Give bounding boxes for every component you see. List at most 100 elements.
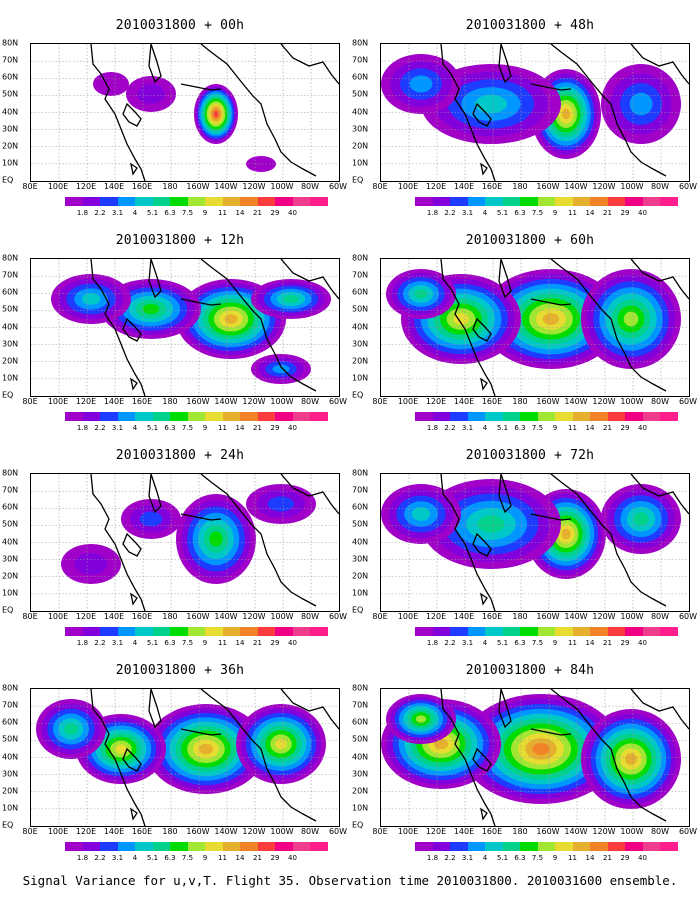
latitude-tick-label: 60N (2, 502, 19, 512)
coastline (440, 44, 496, 181)
colorbar-tick-label: 21 (253, 424, 262, 432)
colorbar-swatch (100, 412, 118, 421)
colorbar-tick-label: 11 (568, 639, 577, 647)
longitude-tick-label: 120E (75, 182, 97, 191)
colorbar-swatch (82, 627, 100, 636)
latitude-tick-label: 10N (352, 803, 369, 813)
colorbar-swatch (590, 627, 608, 636)
colorbar-tick-label: 5.1 (146, 424, 159, 432)
colorbar-tick-label: 3.1 (111, 424, 124, 432)
longitude-tick-label: 120E (425, 397, 447, 406)
colorbar-swatch (572, 412, 590, 421)
contour-fill (213, 111, 219, 117)
coastline (200, 689, 317, 822)
colorbar-tick-label: 3.1 (461, 209, 474, 217)
colorbar-tick-label: 2.2 (94, 209, 106, 217)
colorbar-swatch (572, 842, 590, 851)
longitude-tick-label: 80W (300, 397, 320, 406)
longitude-tick-label: 80E (22, 827, 38, 836)
longitude-tick-label: 160E (481, 827, 503, 836)
contour-map (30, 258, 340, 397)
colorbar-tick-label: 6.3 (514, 424, 526, 432)
colorbar-swatch (625, 842, 643, 851)
longitude-tick-label: 140W (214, 182, 238, 191)
colorbar-swatch (152, 197, 170, 206)
colorbar-swatch (135, 627, 153, 636)
coastline (480, 162, 488, 176)
latitude-tick-label: 60N (2, 717, 19, 727)
contour-fill (246, 156, 276, 172)
latitude-tick-label: 50N (352, 519, 369, 529)
colorbar-swatch (502, 412, 520, 421)
coastline (130, 377, 138, 391)
colorbar-swatch (187, 842, 205, 851)
longitude-tick-label: 120E (75, 827, 97, 836)
coastline (180, 83, 222, 91)
colorbar-swatch (222, 412, 240, 421)
contour-fill (64, 723, 78, 735)
map-canvas (31, 689, 339, 826)
longitude-tick-label: 80E (372, 827, 388, 836)
coastline (530, 728, 572, 736)
longitude-tick-label: 180 (162, 182, 178, 191)
colorbar-swatch (502, 197, 520, 206)
colorbar-tick-label: 40 (288, 639, 297, 647)
contour-fill (414, 289, 428, 299)
longitude-tick-label: 140W (214, 397, 238, 406)
longitude-tick-label: 100E (47, 397, 69, 406)
colorbar-swatch (275, 842, 293, 851)
colorbar-swatch (660, 627, 678, 636)
colorbar-tick-label: 6.3 (164, 424, 176, 432)
longitude-tick-label: 140E (103, 397, 125, 406)
longitude-tick-label: 160W (536, 182, 560, 191)
colorbar-swatch (502, 842, 520, 851)
longitude-tick-label: 160E (131, 827, 153, 836)
colorbar-swatch (240, 842, 258, 851)
coastline (130, 807, 138, 821)
colorbar-tick-label: 14 (585, 639, 595, 647)
colorbar-swatch (607, 412, 625, 421)
colorbar (65, 842, 328, 851)
longitude-tick-label: 100E (397, 612, 419, 621)
colorbar-tick-label: 29 (270, 424, 280, 432)
colorbar (65, 197, 328, 206)
colorbar-swatch (205, 842, 223, 851)
latitude-tick-label: 70N (2, 270, 19, 280)
colorbar-swatch (222, 842, 240, 851)
coastline (122, 747, 142, 772)
contour-map (380, 473, 690, 612)
colorbar-swatch (152, 842, 170, 851)
colorbar-tick-label: 7.5 (181, 209, 194, 217)
longitude-tick-label: 100W (620, 182, 644, 191)
forecast-panel: 2010031800 + 36h 80N 70N 60N 50N 40N 30N 20N 10N… (2, 655, 350, 865)
coastline (200, 44, 317, 177)
coastline (630, 474, 689, 515)
contour-fill (474, 94, 508, 114)
colorbar-swatch (187, 627, 205, 636)
longitude-tick-label: 100E (397, 182, 419, 191)
coastline (122, 317, 142, 342)
latitude-tick-label: 80N (352, 468, 369, 478)
forecast-panel: 2010031800 + 24h 80N 70N 60N 50N 40N 30N 20N 10N… (2, 440, 350, 650)
colorbar-swatch (117, 412, 135, 421)
colorbar-swatch (135, 842, 153, 851)
coastline (498, 689, 512, 729)
colorbar-swatch (555, 842, 573, 851)
longitude-tick-label: 160W (186, 612, 210, 621)
latitude-tick-label: 60N (352, 717, 369, 727)
colorbar-tick-label: 3.1 (461, 854, 474, 862)
map-canvas (381, 689, 689, 826)
colorbar-tick-label: 14 (585, 854, 595, 862)
colorbar-swatch (117, 197, 135, 206)
coastline (480, 377, 488, 391)
latitude-tick-label: 80N (352, 253, 369, 263)
colorbar-swatch (275, 412, 293, 421)
longitude-tick-label: 60W (328, 612, 348, 621)
colorbar-swatch (257, 627, 275, 636)
latitude-tick-label: 60N (352, 72, 369, 82)
latitude-tick-label: 10N (352, 588, 369, 598)
contour-map (30, 473, 340, 612)
longitude-tick-label: 140W (564, 827, 588, 836)
colorbar-swatch (170, 842, 188, 851)
coastline (200, 259, 317, 392)
